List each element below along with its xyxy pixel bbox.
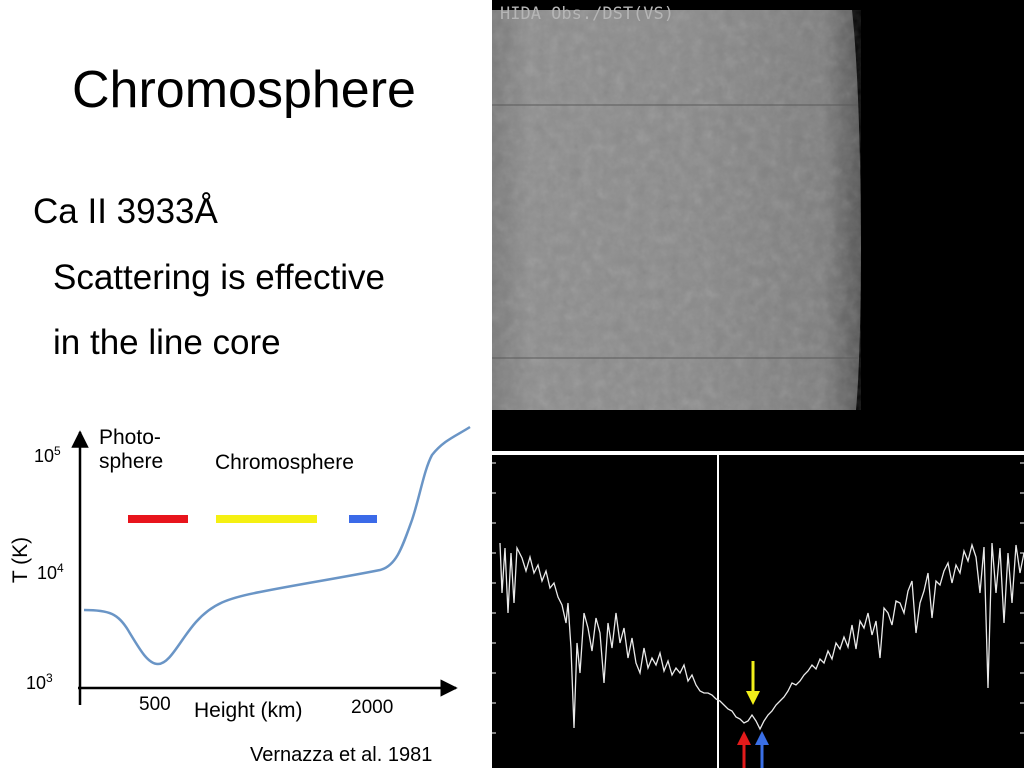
spectrum-left-ticks — [492, 462, 496, 734]
chromosphere-bar — [216, 515, 317, 523]
x-tick-2000: 2000 — [351, 697, 394, 718]
temperature-height-graph — [71, 425, 471, 705]
region-photosphere-label: Photo- sphere — [99, 426, 164, 474]
y-axis-label: T (K) — [9, 536, 33, 584]
y-tick-1e5: 105 — [34, 444, 61, 466]
bullet-scattering: Scattering is effective — [53, 258, 386, 297]
spectrum-trace — [499, 542, 1024, 731]
spectrum-arrow-red — [737, 731, 751, 768]
photosphere-bar — [128, 515, 188, 523]
slide-title: Chromosphere — [72, 61, 416, 119]
x-tick-500: 500 — [139, 694, 171, 715]
bullet-line-core: in the line core — [53, 323, 281, 362]
temperature-curve — [83, 425, 471, 666]
region-chromosphere-label: Chromosphere — [215, 451, 354, 474]
spectrum-right-ticks — [1020, 462, 1024, 734]
citation: Vernazza et al. 1981 — [250, 744, 433, 766]
transition-bar — [349, 515, 377, 523]
spectrum-arrow-yellow — [746, 661, 760, 705]
solar-disk-image — [492, 10, 861, 410]
observation-image — [492, 0, 1024, 451]
y-tick-1e4: 104 — [37, 561, 64, 583]
observation-label: HIDA Obs./DST(VS) — [500, 4, 674, 24]
x-axis-label: Height (km) — [194, 699, 303, 722]
spectrum-arrow-blue — [755, 731, 769, 768]
bullet-ca-ii: Ca II 3933Å — [33, 192, 218, 231]
ca-ii-spectrum — [492, 453, 1024, 768]
y-tick-1e3: 103 — [26, 671, 53, 693]
